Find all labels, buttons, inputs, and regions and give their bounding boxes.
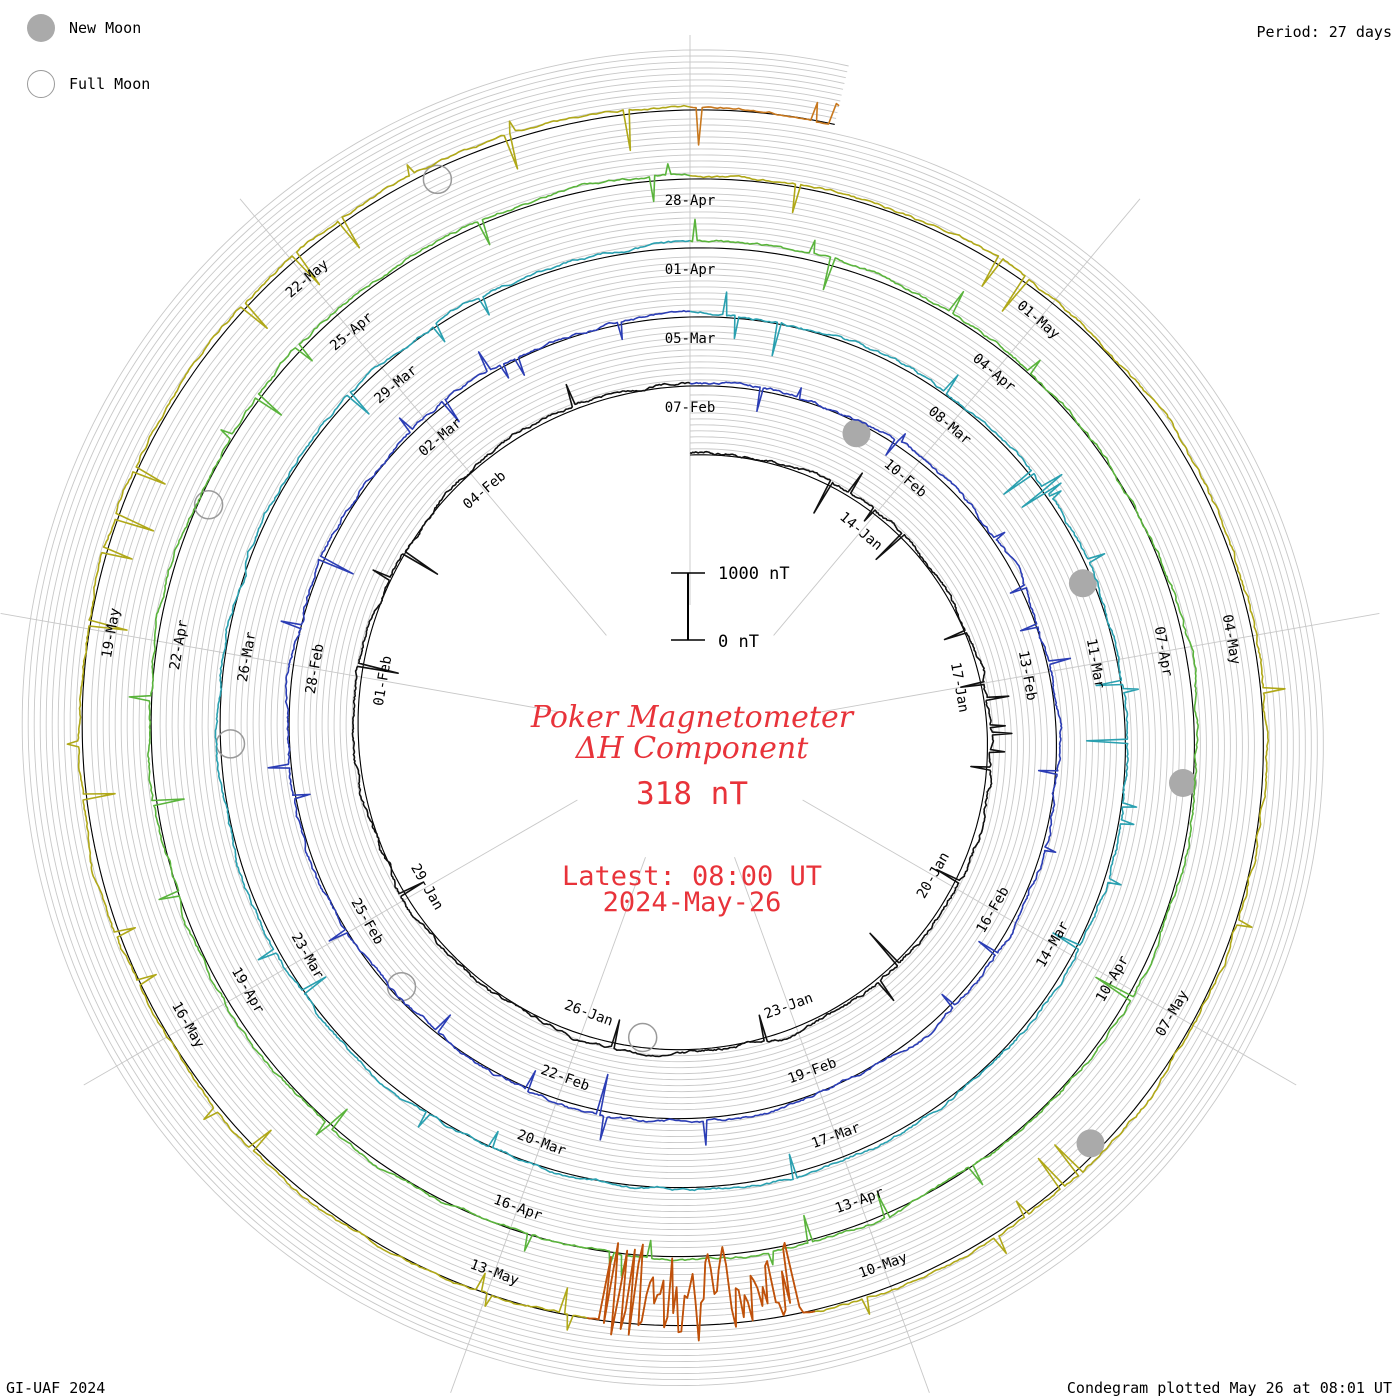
full-moon-marker-1 <box>386 971 417 1002</box>
date-label-07-feb: 07-Feb <box>665 400 716 416</box>
grid-spiral-3 <box>63 91 1282 1345</box>
new-moon-marker-0 <box>842 419 871 448</box>
date-label-25-feb: 25-Feb <box>347 896 386 948</box>
grid-spiral-6 <box>45 73 1300 1363</box>
storm-spikes <box>587 1242 816 1342</box>
legend-new-moon: New Moon <box>27 14 141 42</box>
full-moon-marker-0 <box>627 1022 658 1053</box>
scale-bar: 1000 nT 0 nT <box>671 564 790 652</box>
date-label-17-jan: 17-Jan <box>947 661 972 714</box>
spoke-1 <box>817 612 1380 713</box>
current-value: 318 nT <box>636 776 748 812</box>
series-line-2 <box>214 239 1139 1192</box>
series-line-5 <box>689 101 840 146</box>
credit-label: GI-UAF 2024 <box>6 1379 106 1397</box>
date-label-23-jan: 23-Jan <box>762 990 815 1022</box>
new-moon-icon <box>27 14 55 42</box>
date-label-14-mar: 14-Mar <box>1033 919 1072 971</box>
legend-full-moon-label: Full Moon <box>69 75 151 93</box>
spoke-0 <box>773 198 1141 636</box>
plotted-label: Condegram plotted May 26 at 08:01 UT <box>1066 1379 1392 1397</box>
new-moon-marker-3 <box>1076 1129 1105 1158</box>
scale-bottom-label: 0 nT <box>718 632 759 652</box>
date-label-07-apr: 07-Apr <box>1151 625 1176 678</box>
date-label-05-mar: 05-Mar <box>665 331 716 347</box>
grid-spiral-10 <box>21 49 1324 1387</box>
date-label-19-apr: 19-Apr <box>228 965 267 1017</box>
series-line-1 <box>267 309 1072 1146</box>
new-moon-marker-2 <box>1169 769 1197 797</box>
grid-spiral-2 <box>69 97 1276 1339</box>
chart-title-line2: ΔH Component <box>575 731 809 766</box>
moon-markers-layer <box>193 164 1197 1158</box>
grid-spiral-4 <box>57 85 1288 1351</box>
series-line-0 <box>351 381 1013 1058</box>
date-label-11-mar: 11-Mar <box>1083 637 1108 690</box>
date-label-01-apr: 01-Apr <box>665 262 716 278</box>
legend-full-moon: Full Moon <box>27 70 150 98</box>
latest-time: Latest: 08:00 UT <box>562 861 822 892</box>
legend-new-moon-label: New Moon <box>69 19 142 37</box>
scale-top-label: 1000 nT <box>718 564 790 584</box>
period-label: Period: 27 days <box>1256 23 1392 41</box>
date-label-28-apr: 28-Apr <box>665 193 716 209</box>
latest-date: 2024-May-26 <box>603 887 782 918</box>
date-label-14-jan: 14-Jan <box>836 509 885 554</box>
series-line-3 <box>128 163 1199 1277</box>
date-label-07-may: 07-May <box>1153 988 1192 1040</box>
spoke-2 <box>802 799 1297 1086</box>
full-moon-icon <box>27 70 55 98</box>
full-moon-marker-3 <box>193 490 224 520</box>
series-layer <box>66 101 1286 1342</box>
date-label-16-may: 16-May <box>168 999 207 1051</box>
new-moon-marker-1 <box>1068 569 1097 598</box>
spoke-6 <box>0 612 563 713</box>
grid-spiral-7 <box>39 67 1306 1369</box>
date-label-04-may: 04-May <box>1219 613 1244 666</box>
date-label-16-feb: 16-Feb <box>974 884 1013 936</box>
grid-spiral-9 <box>27 55 1318 1381</box>
grid-spiral-5 <box>51 79 1294 1357</box>
grid-spiral-8 <box>33 61 1312 1375</box>
date-label-23-mar: 23-Mar <box>288 930 327 982</box>
date-label-26-jan: 26-Jan <box>562 997 615 1029</box>
chart-title-line1: Poker Magnetometer <box>530 700 855 735</box>
grid-spiral-1 <box>75 103 1270 1333</box>
spoke-4 <box>450 857 646 1393</box>
spoke-3 <box>734 857 930 1393</box>
full-moon-marker-4 <box>422 164 453 195</box>
date-label-01-feb: 01-Feb <box>371 655 396 708</box>
